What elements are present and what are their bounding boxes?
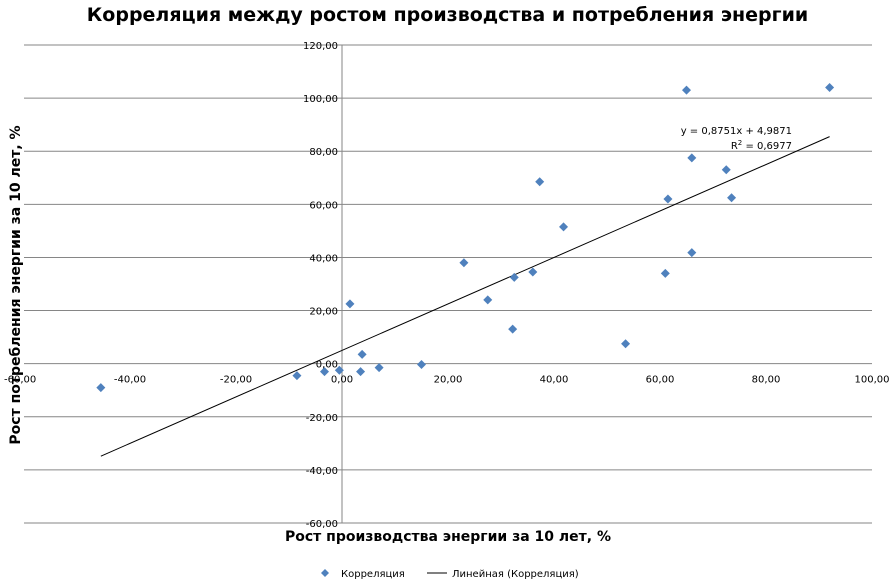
data-point-9 bbox=[459, 258, 469, 268]
legend: Корреляция Линейная (Корреляция) bbox=[321, 569, 579, 580]
data-point-14 bbox=[535, 177, 545, 187]
data-point-8 bbox=[417, 359, 426, 369]
legend-label-correlation: Корреляция bbox=[341, 569, 405, 580]
r-squared-value: = 0,6977 bbox=[742, 141, 792, 152]
x-tick-label-4: 20,00 bbox=[434, 375, 463, 386]
data-point-3 bbox=[334, 365, 344, 375]
y-tick-label-4: 20,00 bbox=[309, 307, 338, 318]
data-point-10 bbox=[483, 295, 493, 305]
y-tick-label-6: 60,00 bbox=[309, 200, 338, 211]
data-point-6 bbox=[357, 349, 367, 359]
scatter-points bbox=[96, 82, 835, 393]
data-point-4 bbox=[345, 299, 355, 309]
data-point-1 bbox=[292, 371, 302, 381]
data-point-15 bbox=[559, 222, 569, 232]
data-point-11 bbox=[508, 324, 518, 334]
x-tick-label-8: 100,00 bbox=[855, 375, 890, 386]
axes bbox=[24, 45, 872, 523]
trendline-group bbox=[100, 136, 830, 457]
data-point-21 bbox=[687, 248, 697, 258]
x-tick-label-3: 0,00 bbox=[331, 375, 353, 386]
data-point-18 bbox=[663, 194, 673, 204]
r-squared-superscript: 2 bbox=[738, 139, 742, 147]
x-tick-label-2: -20,00 bbox=[220, 375, 252, 386]
data-point-20 bbox=[687, 153, 697, 163]
data-point-23 bbox=[727, 193, 737, 203]
data-point-0 bbox=[96, 383, 106, 393]
data-point-24 bbox=[825, 82, 835, 92]
y-tick-label-9: 120,00 bbox=[303, 41, 338, 52]
chart-title: Корреляция между ростом производства и п… bbox=[86, 4, 809, 26]
y-tick-label-2: -20,00 bbox=[306, 413, 338, 424]
x-tick-labels: -60,00 -40,00 -20,00 0,00 20,00 40,00 60,00 80,… bbox=[4, 375, 890, 386]
legend-marker-correlation bbox=[321, 569, 329, 577]
r-squared-label: R2 = 0,6977 bbox=[731, 139, 792, 152]
x-tick-label-1: -40,00 bbox=[114, 375, 146, 386]
r-squared-prefix: R bbox=[731, 141, 738, 152]
data-point-17 bbox=[660, 268, 670, 278]
data-point-2 bbox=[320, 367, 330, 377]
data-point-16 bbox=[621, 339, 631, 349]
y-tick-label-0: -60,00 bbox=[306, 519, 338, 530]
grid-lines bbox=[24, 44, 872, 524]
data-point-7 bbox=[374, 363, 384, 373]
y-tick-label-8: 100,00 bbox=[303, 94, 338, 105]
data-point-22 bbox=[721, 165, 731, 175]
data-point-5 bbox=[356, 367, 366, 377]
y-tick-labels: -60,00 -40,00 -20,00 0,00 20,00 40,00 60,00 80,… bbox=[303, 41, 338, 530]
data-point-19 bbox=[682, 85, 691, 95]
trendline-equation: y = 0,8751x + 4,9871 bbox=[681, 126, 792, 137]
x-tick-label-7: 80,00 bbox=[752, 375, 781, 386]
legend-label-trendline: Линейная (Корреляция) bbox=[452, 569, 579, 580]
x-axis-title: Рост производства энергии за 10 лет, % bbox=[285, 529, 611, 545]
data-point-13 bbox=[528, 267, 538, 277]
data-point-12 bbox=[509, 272, 519, 282]
x-tick-label-6: 60,00 bbox=[646, 375, 675, 386]
x-tick-label-0: -60,00 bbox=[4, 375, 36, 386]
y-tick-label-5: 40,00 bbox=[309, 253, 338, 264]
x-tick-label-5: 40,00 bbox=[540, 375, 569, 386]
trendline bbox=[100, 136, 830, 457]
y-tick-label-1: -40,00 bbox=[306, 466, 338, 477]
y-axis-title: Рост потребления энергии за 10 лет, % bbox=[8, 125, 24, 444]
y-tick-label-7: 80,00 bbox=[309, 147, 338, 158]
y-tick-label-3: 0,00 bbox=[316, 360, 338, 371]
